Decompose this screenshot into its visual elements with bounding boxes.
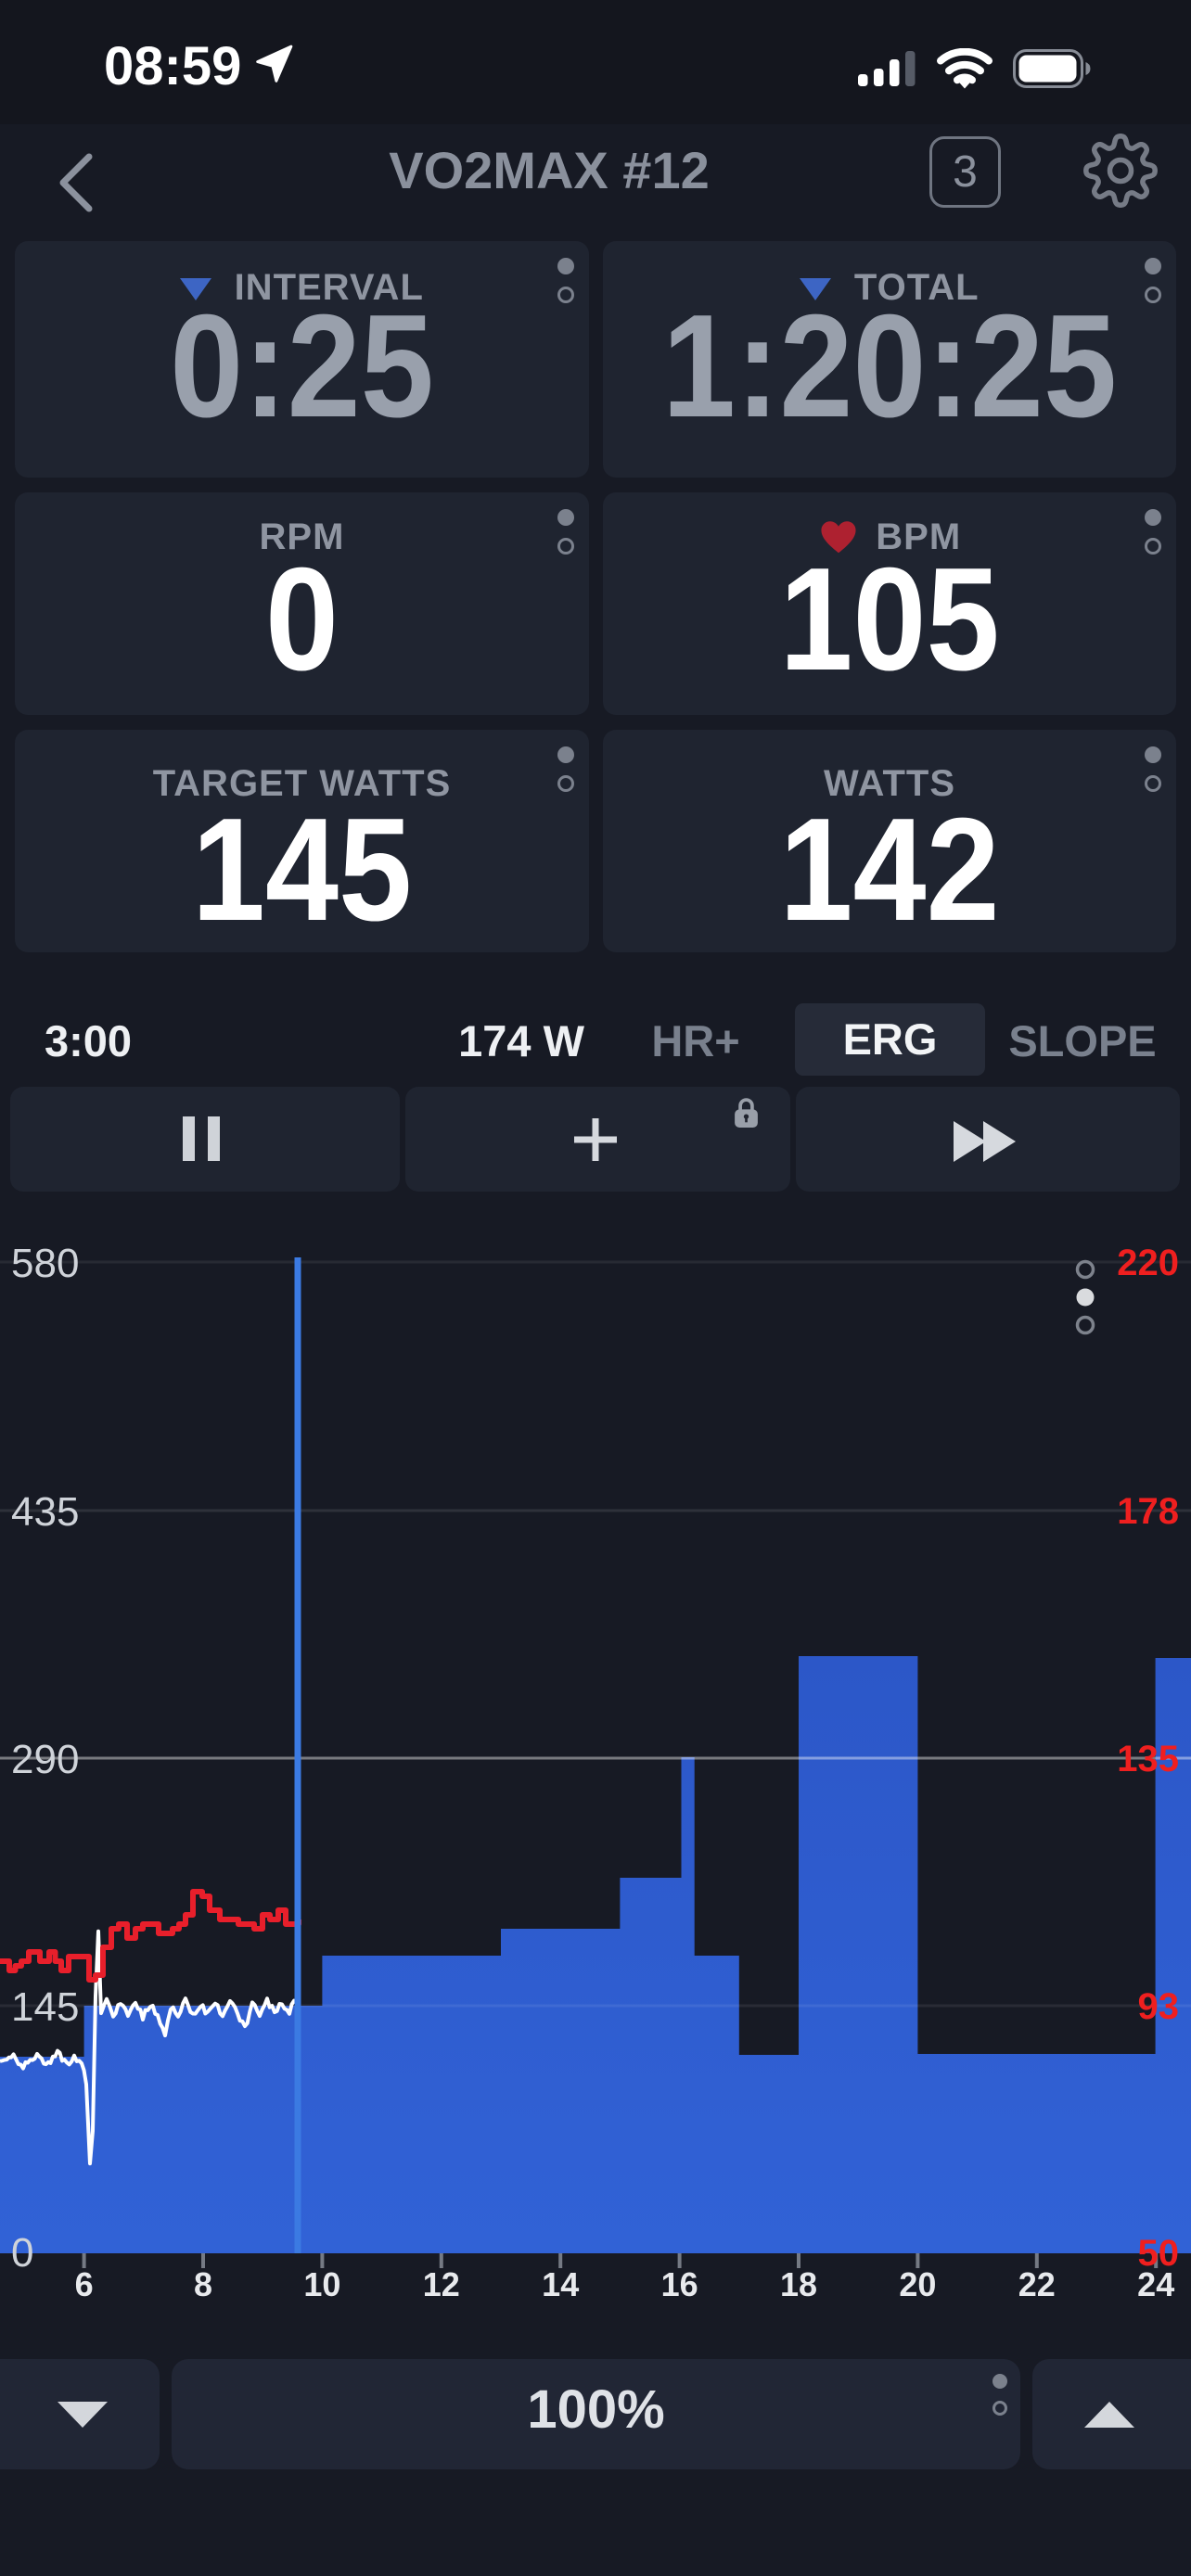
svg-text:6: 6 — [75, 2265, 94, 2303]
svg-text:14: 14 — [542, 2265, 579, 2303]
svg-text:24: 24 — [1137, 2265, 1174, 2303]
svg-text:145: 145 — [11, 1984, 79, 2030]
svg-text:12: 12 — [423, 2265, 460, 2303]
svg-text:18: 18 — [780, 2265, 817, 2303]
svg-text:290: 290 — [11, 1737, 79, 1782]
svg-text:135: 135 — [1117, 1739, 1179, 1779]
svg-text:93: 93 — [1138, 1986, 1180, 2027]
svg-text:580: 580 — [11, 1241, 79, 1286]
svg-text:16: 16 — [661, 2265, 698, 2303]
svg-text:10: 10 — [303, 2265, 340, 2303]
svg-text:435: 435 — [11, 1489, 79, 1535]
svg-text:22: 22 — [1018, 2265, 1056, 2303]
svg-text:0: 0 — [11, 2230, 33, 2276]
svg-text:20: 20 — [899, 2265, 936, 2303]
svg-text:8: 8 — [194, 2265, 212, 2303]
svg-text:220: 220 — [1117, 1243, 1179, 1283]
svg-text:50: 50 — [1138, 2233, 1180, 2274]
svg-text:178: 178 — [1117, 1491, 1179, 1532]
